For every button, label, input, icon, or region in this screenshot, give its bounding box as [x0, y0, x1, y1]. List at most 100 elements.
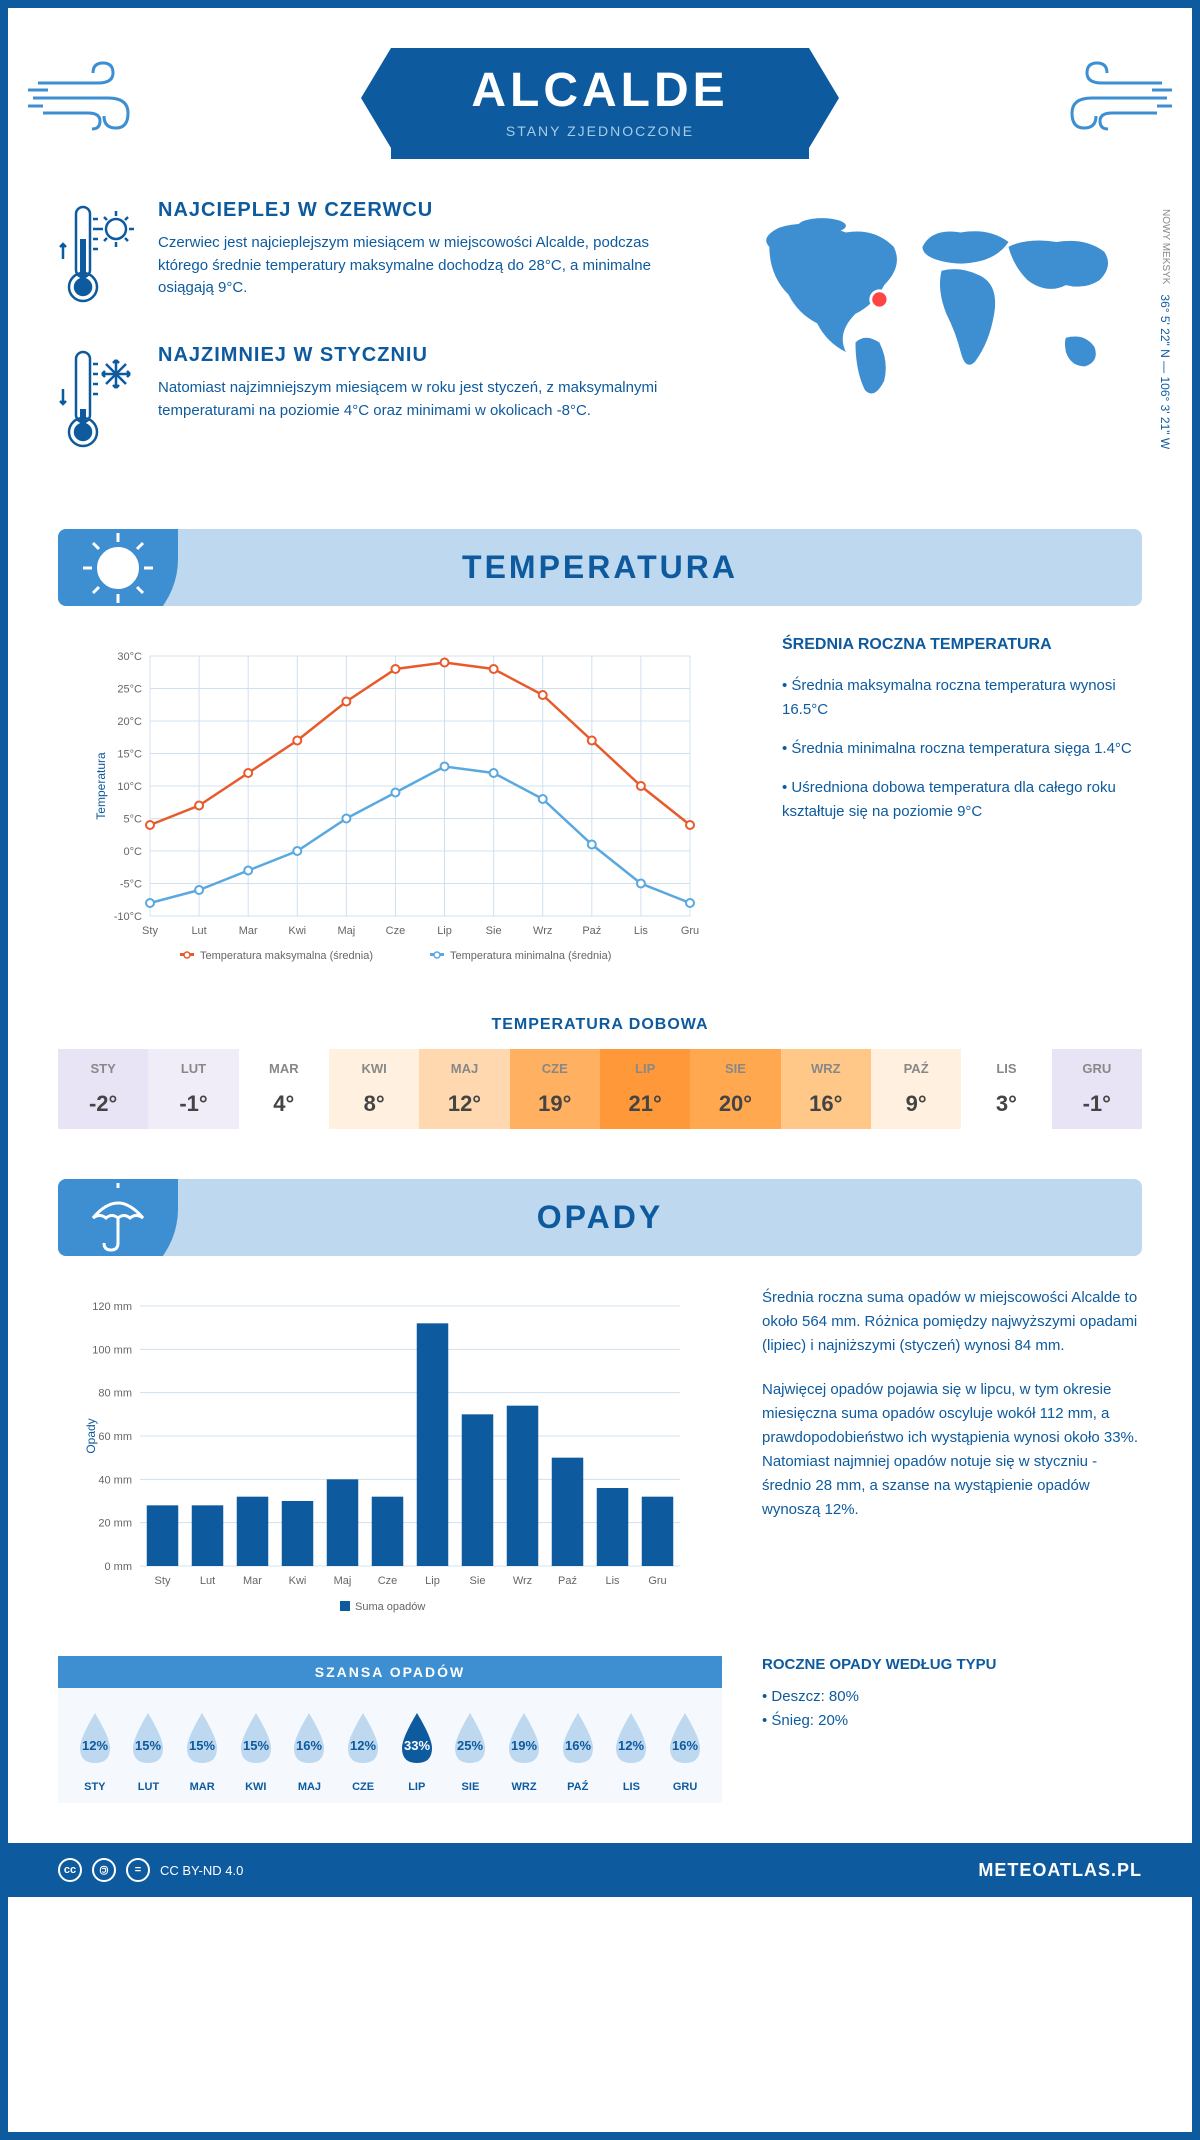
rain-drop-lut: 15% LUT — [123, 1708, 173, 1793]
svg-text:Lut: Lut — [191, 925, 206, 937]
site-name: METEOATLAS.PL — [978, 1860, 1142, 1881]
svg-text:16%: 16% — [296, 1738, 322, 1753]
temp-cell-gru: GRU-1° — [1052, 1049, 1142, 1129]
svg-text:Gru: Gru — [648, 1575, 666, 1587]
svg-text:Wrz: Wrz — [513, 1575, 532, 1587]
coordinates: NOWY MEKSYK 36° 5' 22" N — 106° 3' 21" W — [1158, 209, 1172, 449]
svg-text:Maj: Maj — [337, 925, 355, 937]
raindrop-icon: 15% — [231, 1708, 281, 1768]
location-marker-icon — [871, 291, 888, 308]
svg-text:40 mm: 40 mm — [98, 1474, 132, 1486]
temp-cell-lut: LUT-1° — [148, 1049, 238, 1129]
world-map-icon — [722, 199, 1142, 419]
temp-bullet-2: • Uśredniona dobowa temperatura dla całe… — [782, 776, 1142, 824]
rain-drop-sty: 12% STY — [70, 1708, 120, 1793]
map-panel: NOWY MEKSYK 36° 5' 22" N — 106° 3' 21" W — [722, 199, 1142, 489]
hottest-text: Czerwiec jest najcieplejszym miesiącem w… — [158, 232, 682, 300]
footer: cc 🄯 = CC BY-ND 4.0 METEOATLAS.PL — [8, 1843, 1192, 1897]
svg-text:25%: 25% — [457, 1738, 483, 1753]
svg-text:Suma opadów: Suma opadów — [355, 1601, 425, 1613]
latitude: 36° 5' 22" N — [1158, 294, 1172, 357]
coldest-title: NAJZIMNIEJ W STYCZNIU — [158, 344, 682, 367]
raindrop-icon: 16% — [553, 1708, 603, 1768]
svg-text:20°C: 20°C — [117, 716, 142, 728]
svg-text:80 mm: 80 mm — [98, 1388, 132, 1400]
temp-cell-cze: CZE19° — [510, 1049, 600, 1129]
temp-cell-mar: MAR4° — [239, 1049, 329, 1129]
svg-text:Paź: Paź — [558, 1575, 577, 1587]
temp-bullet-1: • Średnia minimalna roczna temperatura s… — [782, 737, 1142, 761]
header: ALCALDE STANY ZJEDNOCZONE — [58, 48, 1142, 159]
rain-drop-sie: 25% SIE — [445, 1708, 495, 1793]
svg-text:12%: 12% — [618, 1738, 644, 1753]
svg-text:16%: 16% — [672, 1738, 698, 1753]
svg-text:0°C: 0°C — [124, 846, 143, 858]
svg-text:Cze: Cze — [386, 925, 406, 937]
umbrella-icon — [78, 1179, 158, 1256]
by-icon: 🄯 — [92, 1858, 116, 1882]
svg-text:Opady: Opady — [84, 1418, 98, 1453]
info-section: NAJCIEPLEJ W CZERWCU Czerwiec jest najci… — [58, 199, 1142, 489]
precip-type-rain: • Deszcz: 80% — [762, 1685, 1142, 1709]
raindrop-icon: 25% — [445, 1708, 495, 1768]
svg-text:-5°C: -5°C — [120, 879, 142, 891]
raindrop-icon: 16% — [284, 1708, 334, 1768]
longitude: 106° 3' 21" W — [1158, 376, 1172, 449]
raindrop-icon: 19% — [499, 1708, 549, 1768]
location-title: ALCALDE — [471, 63, 728, 118]
svg-text:Lip: Lip — [425, 1575, 440, 1587]
rain-drop-kwi: 15% KWI — [231, 1708, 281, 1793]
precipitation-section-header: OPADY — [58, 1179, 1142, 1256]
svg-text:Cze: Cze — [378, 1575, 398, 1587]
raindrop-icon: 12% — [338, 1708, 388, 1768]
svg-text:Paź: Paź — [582, 925, 601, 937]
rain-drop-cze: 12% CZE — [338, 1708, 388, 1793]
svg-text:15°C: 15°C — [117, 749, 142, 761]
precipitation-bar-chart: 0 mm20 mm40 mm60 mm80 mm100 mm120 mmOpad… — [58, 1286, 722, 1626]
hottest-title: NAJCIEPLEJ W CZERWCU — [158, 199, 682, 222]
raindrop-icon: 16% — [660, 1708, 710, 1768]
raindrop-icon: 33% — [392, 1708, 442, 1768]
svg-text:Sie: Sie — [486, 925, 502, 937]
precipitation-type-info: ROCZNE OPADY WEDŁUG TYPU • Deszcz: 80% •… — [762, 1656, 1142, 1803]
temp-cell-wrz: WRZ16° — [781, 1049, 871, 1129]
precipitation-title: OPADY — [98, 1199, 1102, 1236]
rain-drop-paź: 16% PAŹ — [553, 1708, 603, 1793]
svg-text:Sty: Sty — [155, 1575, 171, 1587]
temp-cell-lis: LIS3° — [961, 1049, 1051, 1129]
svg-text:15%: 15% — [243, 1738, 269, 1753]
temperature-line-chart: -10°C-5°C0°C5°C10°C15°C20°C25°C30°CStyLu… — [58, 636, 742, 976]
svg-text:16%: 16% — [565, 1738, 591, 1753]
temp-cell-maj: MAJ12° — [419, 1049, 509, 1129]
temp-cell-kwi: KWI8° — [329, 1049, 419, 1129]
svg-text:Temperatura: Temperatura — [94, 752, 108, 820]
svg-text:19%: 19% — [511, 1738, 537, 1753]
wind-icon-right — [1052, 58, 1172, 138]
rain-drop-lis: 12% LIS — [606, 1708, 656, 1793]
cc-icon: cc — [58, 1858, 82, 1882]
svg-text:120 mm: 120 mm — [92, 1301, 132, 1313]
location-subtitle: STANY ZJEDNOCZONE — [471, 123, 728, 139]
svg-text:Sie: Sie — [470, 1575, 486, 1587]
svg-text:15%: 15% — [135, 1738, 161, 1753]
svg-text:15%: 15% — [189, 1738, 215, 1753]
wind-icon-left — [28, 58, 148, 138]
svg-text:Sty: Sty — [142, 925, 158, 937]
coldest-block: NAJZIMNIEJ W STYCZNIU Natomiast najzimni… — [58, 344, 682, 459]
precip-type-title: ROCZNE OPADY WEDŁUG TYPU — [762, 1656, 1142, 1673]
svg-text:Kwi: Kwi — [289, 1575, 307, 1587]
coldest-text: Natomiast najzimniejszym miesiącem w rok… — [158, 377, 682, 422]
temperature-section-header: TEMPERATURA — [58, 529, 1142, 606]
daily-temperature-table: TEMPERATURA DOBOWA STY-2° LUT-1° MAR4° K… — [58, 1016, 1142, 1129]
rain-chance-panel: SZANSA OPADÓW 12% STY 15% LUT 15% MAR 15… — [58, 1656, 722, 1803]
header-banner: ALCALDE STANY ZJEDNOCZONE — [391, 48, 808, 159]
svg-text:-10°C: -10°C — [114, 911, 142, 923]
sun-icon — [78, 529, 158, 606]
nd-icon: = — [126, 1858, 150, 1882]
svg-text:20 mm: 20 mm — [98, 1518, 132, 1530]
svg-text:Mar: Mar — [243, 1575, 262, 1587]
temp-cell-sie: SIE20° — [690, 1049, 780, 1129]
temp-info-title: ŚREDNIA ROCZNA TEMPERATURA — [782, 636, 1142, 654]
svg-text:60 mm: 60 mm — [98, 1431, 132, 1443]
precip-info-p1: Średnia roczna suma opadów w miejscowośc… — [762, 1286, 1142, 1358]
